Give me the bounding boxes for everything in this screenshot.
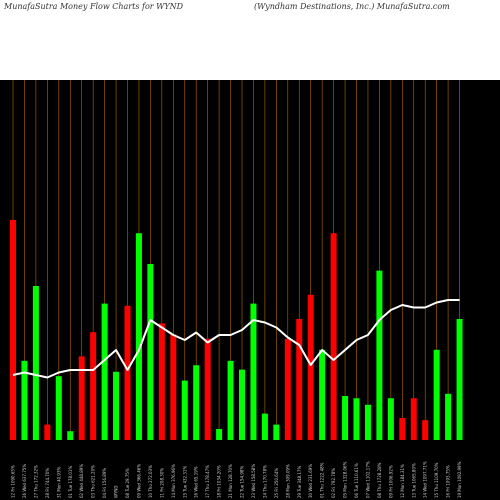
money-flow-bar [55,376,62,440]
x-tick-label: 16 Wed 65.19% [194,466,199,498]
money-flow-bar [216,429,223,440]
money-flow-bar [113,371,120,440]
x-tick-label: 10 Thu 272.03% [148,465,153,498]
chart-header-left: MunafaSutra Money Flow Charts for WYND [4,2,184,11]
x-tick-label: 05 Mon 1328.06% [343,461,348,498]
x-tick-label: 14 Mon 376.96% [171,464,176,498]
x-tick-label: 15 Tue 432.31% [182,466,187,498]
money-flow-bar [67,431,74,440]
chart-header-right: (Wyndham Destinations, Inc.) MunafaSutra… [254,2,450,11]
money-flow-bar [158,323,165,440]
money-flow-bar [410,398,417,440]
money-flow-bar [376,270,383,440]
x-tick-label: 16 Fri 1093.75% [446,465,451,498]
money-flow-bar [181,380,188,440]
money-flow-bar [90,332,97,440]
money-flow-bar [433,349,440,440]
x-tick-label: 21 Mon 128.70% [228,464,233,498]
money-flow-bar [124,305,131,440]
money-flow-bar [330,233,337,440]
price-line [12,299,460,379]
x-tick-label: 22 Tue 154.98% [240,466,245,498]
money-flow-bar [422,420,429,440]
money-flow-bar [342,396,349,440]
x-tick-label: 28 Fri 744.70% [45,468,50,498]
x-tick-label: 28 Mon 309.09% [285,464,290,498]
x-tick-label: 12 Mon 184.31% [400,464,405,498]
x-tick-label: 06 Tue 1110.61% [354,463,359,498]
x-tick-label: 04 Fri 156.89% [102,468,107,498]
money-flow-bar [44,424,51,440]
money-flow-chart: 12 Fri 1090.65% 26 Wed 637.75% 27 Thu 172.… [10,80,463,498]
x-tick-label: 31 Mon 40.93% [56,466,61,498]
x-tick-label: 08 Tue 29.75% [125,468,130,498]
x-tick-label: 24 Thu 170.78% [262,465,267,498]
x-tick-label: 03 Thu 621.20% [91,465,96,498]
x-tick-label: 17 Thu 178.47% [205,465,210,498]
x-tick-label: 30 Wed 231.69% [308,464,313,498]
x-tick-label: 01 Thu 1222.48% [320,462,325,498]
money-flow-bar [10,220,16,440]
x-tick-label: 27 Thu 172.32% [33,465,38,498]
x-tick-label: 23 Wed 158.58% [251,464,256,498]
money-flow-bar [32,286,39,440]
money-flow-bar [445,393,452,440]
money-flow-bar [239,369,245,440]
x-tick-label: 15 Thu 1109.70% [434,462,439,498]
x-tick-label: 02 Fri 792.78% [331,468,336,498]
money-flow-bar [204,338,211,440]
x-tick-label: 07 Wed 1102.17% [365,461,370,498]
money-flow-bar [101,303,108,440]
money-flow-bar [307,294,314,440]
money-flow-bar [284,338,291,440]
x-tick-label: 09 Fri 1006.92% [388,465,393,498]
chart-plot-area: 12 Fri 1090.65% 26 Wed 637.75% 27 Thu 172.… [0,80,500,500]
money-flow-bar [296,319,303,440]
x-tick-label: 13 Tue 1065.80% [411,463,416,498]
x-tick-label: 09 Wed 366.46% [136,464,141,498]
money-flow-bar [147,264,154,440]
money-flow-bar [353,398,360,440]
money-flow-bar [273,424,280,440]
x-tick-label: 29 Tue 348.17% [297,466,302,498]
x-tick-label: WYND [114,486,119,498]
money-flow-bar [387,398,394,440]
x-tick-label: 25 Fri 250.64% [274,468,279,498]
x-tick-label: 08 Thu 1728.28% [377,462,382,498]
x-tick-label: 12 Fri 1090.65% [11,465,16,498]
money-flow-bar [399,418,406,440]
x-tick-label: 11 Fri 208.30% [159,468,164,498]
x-tick-label: 19 Mon 1092.99% [457,461,462,498]
money-flow-bar [364,404,371,440]
x-tick-label: 18 Fri 1034.20% [217,465,222,498]
money-flow-bar [78,356,85,440]
money-flow-bar [250,303,257,440]
x-tick-label: 26 Wed 637.75% [22,464,27,498]
money-flow-bar [227,360,234,440]
money-flow-bar [170,334,177,440]
money-flow-bar [193,365,200,440]
x-tick-label: 02 Wed 448.89% [79,464,84,498]
x-tick-label: 14 Wed 1097.71% [423,461,428,498]
money-flow-bar [319,349,326,440]
x-tick-label: 01 Tue 178.01% [68,466,73,498]
money-flow-bar [456,319,463,440]
money-flow-bar [135,233,142,440]
money-flow-bar [21,360,28,440]
money-flow-bar [261,413,268,440]
